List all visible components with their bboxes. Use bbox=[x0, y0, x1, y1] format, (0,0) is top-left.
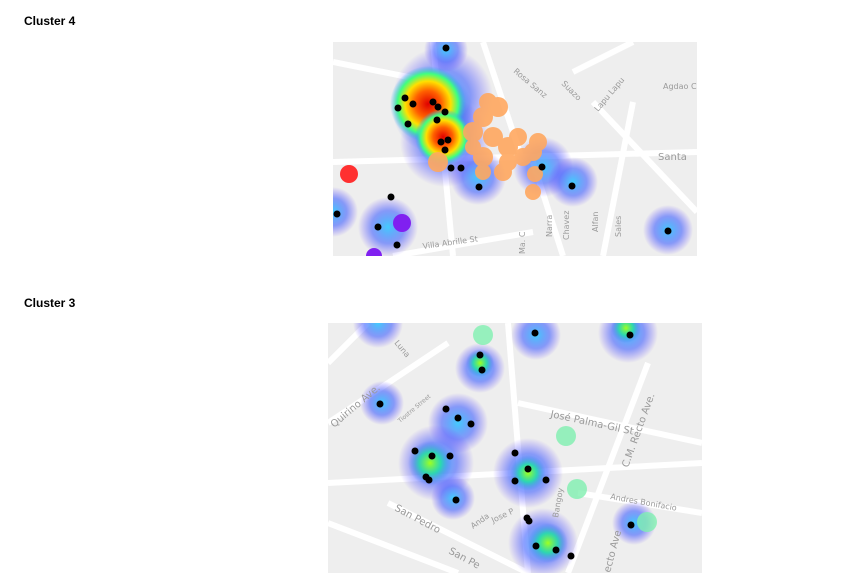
heat-layer bbox=[333, 42, 693, 256]
points bbox=[376, 329, 635, 560]
section-title: Cluster 4 bbox=[24, 14, 76, 28]
street-label: Santa bbox=[658, 152, 687, 163]
cluster-point bbox=[340, 165, 358, 183]
street-label: Alfan bbox=[591, 212, 600, 232]
heat-map: Agdao C Lapu Lapu Suazo Rosa Sanz Santa … bbox=[333, 42, 697, 256]
street-label: Sales bbox=[614, 216, 623, 237]
points bbox=[333, 44, 672, 249]
cluster-points bbox=[473, 325, 657, 532]
cluster-point bbox=[366, 248, 382, 256]
heat-map: Quirino Ave. Luna Tiostre Street José Pa… bbox=[328, 323, 702, 573]
street-label: Agdao C bbox=[663, 82, 697, 91]
cluster-point bbox=[393, 214, 411, 232]
street-label: Chavez bbox=[562, 211, 571, 240]
street-label: Narra bbox=[545, 215, 554, 237]
cluster-points bbox=[428, 93, 547, 200]
street-label: Ma. C bbox=[518, 231, 527, 254]
section-title: Cluster 3 bbox=[24, 296, 76, 310]
